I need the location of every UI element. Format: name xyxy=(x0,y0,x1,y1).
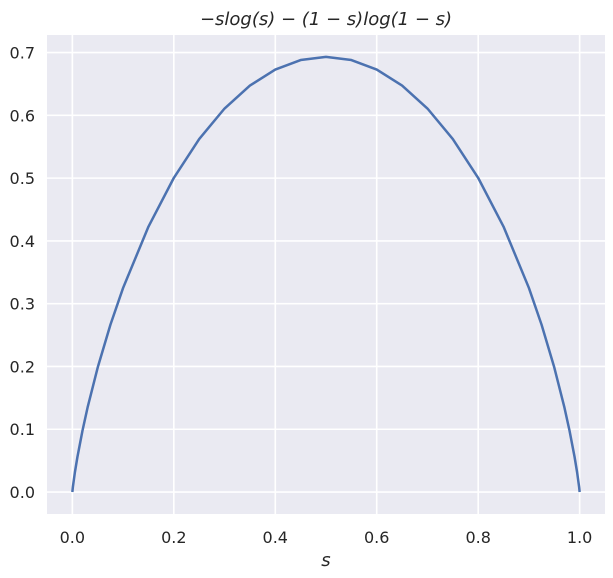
y-tick-labels: 0.0 0.1 0.2 0.3 0.4 0.5 0.6 0.7 xyxy=(10,44,35,502)
y-tick-label: 0.6 xyxy=(10,106,35,125)
x-axis-label: s xyxy=(321,550,330,571)
x-tick-label: 0.2 xyxy=(161,528,186,547)
chart-title: −slog(s) − (1 − s)log(1 − s) xyxy=(200,9,452,30)
x-tick-label: 0.4 xyxy=(263,528,288,547)
y-tick-label: 0.3 xyxy=(10,295,35,314)
y-tick-label: 0.2 xyxy=(10,357,35,376)
x-tick-labels: 0.0 0.2 0.4 0.6 0.8 1.0 xyxy=(60,528,593,547)
x-tick-label: 0.6 xyxy=(364,528,389,547)
plot-area xyxy=(47,35,605,514)
y-tick-label: 0.4 xyxy=(10,232,35,251)
x-tick-label: 0.0 xyxy=(60,528,85,547)
x-tick-label: 0.8 xyxy=(465,528,490,547)
entropy-curve xyxy=(71,55,581,493)
x-tick-label: 1.0 xyxy=(567,528,592,547)
y-gridlines xyxy=(47,51,605,493)
y-tick-label: 0.1 xyxy=(10,420,35,439)
y-tick-label: 0.5 xyxy=(10,169,35,188)
y-tick-label: 0.7 xyxy=(10,44,35,63)
y-tick-label: 0.0 xyxy=(10,483,35,502)
